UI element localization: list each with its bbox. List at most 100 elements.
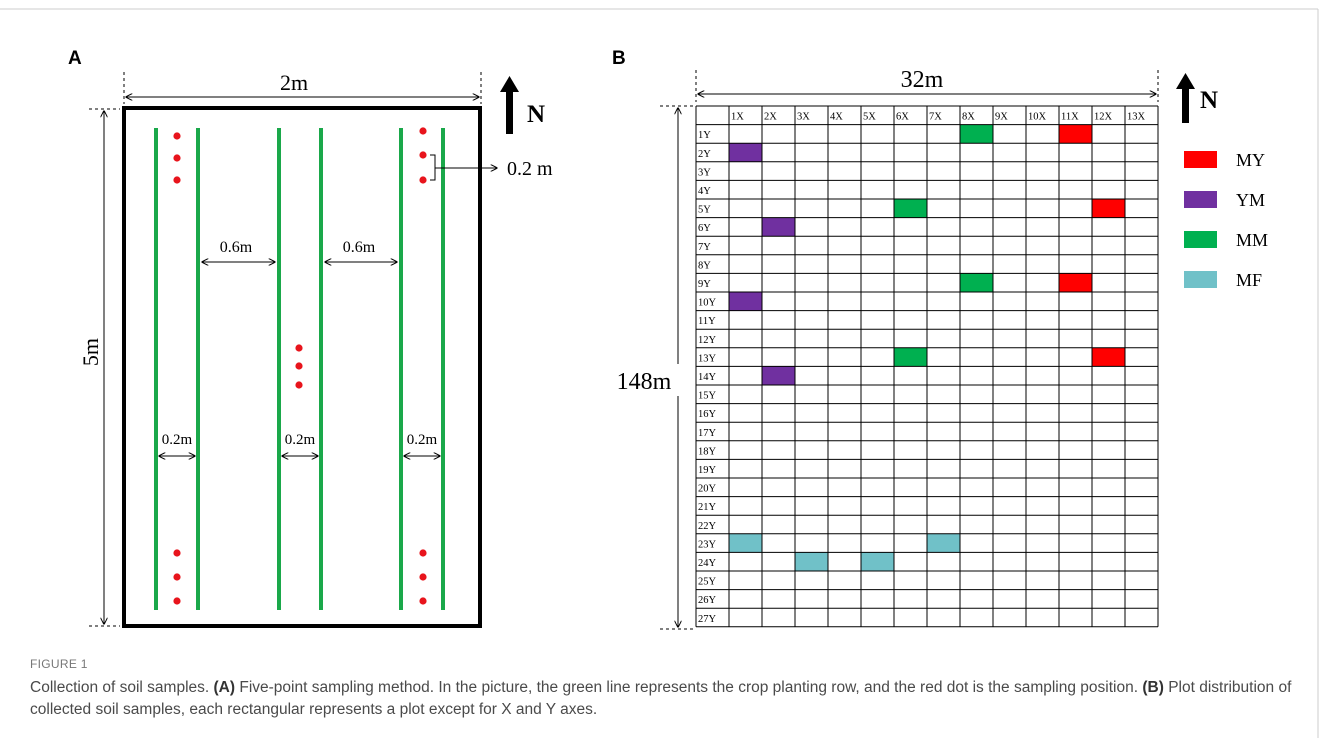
legend-swatch-mf: [1184, 271, 1217, 288]
legend-label-my: MY: [1236, 150, 1265, 170]
column-label: 11X: [1061, 112, 1079, 123]
legend-swatch-mm: [1184, 231, 1217, 248]
caption-part-a-text: Five-point sampling method. In the pictu…: [239, 679, 1139, 696]
plot-cell-ym: [729, 143, 762, 162]
field-border: [122, 106, 482, 628]
row-label: 5Y: [698, 205, 711, 216]
row-label: 12Y: [698, 335, 717, 346]
caption-label: FIGURE 1: [30, 657, 88, 671]
row-label: 23Y: [698, 539, 717, 550]
row-label: 21Y: [698, 502, 717, 513]
height-dimension-label: 5m: [78, 338, 103, 366]
height-dimension-label: 148m: [617, 369, 672, 395]
row-label: 11Y: [698, 316, 716, 327]
sampling-dot: [173, 132, 181, 140]
plot-cell-mf: [729, 533, 762, 553]
row-label: 1Y: [698, 130, 711, 141]
row-label: 19Y: [698, 465, 717, 476]
sampling-dot: [295, 344, 303, 352]
plot-cell-mf: [861, 552, 894, 571]
column-label: 4X: [830, 112, 843, 123]
width-dimension-label: 2m: [280, 70, 308, 95]
sampling-dot: [419, 549, 427, 557]
plot-cell-mf: [927, 533, 960, 553]
row-label: 6Y: [698, 223, 711, 234]
row-label: 8Y: [698, 260, 711, 271]
row-label: 4Y: [698, 186, 711, 197]
legend-swatch-my: [1184, 151, 1217, 168]
plot-fills: [729, 124, 1125, 571]
legend: MY YM MM MF: [1184, 150, 1268, 290]
column-label: 13X: [1127, 112, 1146, 123]
plot-cell-ym: [762, 366, 795, 385]
row-width-label: 0.2m: [407, 432, 438, 448]
sampling-dot: [419, 573, 427, 581]
panel-a-label: A: [68, 48, 82, 69]
north-label: N: [527, 101, 545, 128]
caption-part-a-label: (A): [213, 679, 236, 696]
plot-cell-mm: [894, 199, 927, 218]
row-label: 13Y: [698, 353, 717, 364]
column-label: 2X: [764, 112, 777, 123]
plot-cell-my: [1092, 199, 1125, 218]
caption-text: Collection of soil samples. (A) Five-poi…: [30, 677, 1310, 721]
height-label-mask: [612, 364, 680, 396]
column-label: 10X: [1028, 112, 1047, 123]
plot-cell-my: [1092, 347, 1125, 367]
row-label: 20Y: [698, 484, 717, 495]
plot-cell-mf: [795, 552, 828, 571]
sampling-dot: [173, 573, 181, 581]
row-label: 2Y: [698, 149, 711, 160]
caption-title: Collection of soil samples.: [30, 679, 210, 696]
column-label: 3X: [797, 112, 810, 123]
row-label: 22Y: [698, 521, 717, 532]
row-label: 10Y: [698, 298, 717, 309]
row-label: 18Y: [698, 446, 717, 457]
plot-cell-my: [1059, 273, 1092, 292]
panel-b: B 32m 148m 1X 2X 3X 4X 5X 6X 7X 8X 9X 10X 11X 12X 13…: [612, 48, 1268, 630]
row-label: 3Y: [698, 167, 711, 178]
row-label: 24Y: [698, 558, 717, 569]
panel-a: A 2m 5m: [68, 48, 553, 628]
row-label: 26Y: [698, 595, 717, 606]
sampling-dot: [173, 549, 181, 557]
column-label: 7X: [929, 112, 942, 123]
plot-cell-ym: [762, 217, 795, 237]
sampling-points: [173, 127, 427, 605]
row-label: 15Y: [698, 391, 717, 402]
sampling-dot: [419, 597, 427, 605]
plot-cell-mm: [894, 347, 927, 367]
gap-label: 0.2 m: [507, 158, 553, 180]
sampling-dot: [173, 154, 181, 162]
column-label: 12X: [1094, 112, 1113, 123]
row-label: 25Y: [698, 577, 717, 588]
column-label: 1X: [731, 112, 744, 123]
sampling-dot: [173, 597, 181, 605]
plot-cell-my: [1059, 124, 1092, 144]
row-label: 14Y: [698, 372, 717, 383]
plot-cell-ym: [729, 292, 762, 311]
sampling-dot: [295, 381, 303, 389]
row-spacing-label: 0.6m: [220, 239, 253, 256]
north-arrow-icon: [1176, 73, 1195, 123]
figure-caption: FIGURE 1 Collection of soil samples. (A)…: [30, 657, 1310, 721]
width-dimension-label: 32m: [901, 67, 944, 93]
sampling-dot: [173, 176, 181, 184]
row-label: 9Y: [698, 279, 711, 290]
north-label: N: [1200, 87, 1218, 114]
row-spacing-label: 0.6m: [343, 239, 376, 256]
row-width-label: 0.2m: [162, 432, 193, 448]
row-label: 7Y: [698, 242, 711, 253]
legend-swatch-ym: [1184, 191, 1217, 208]
row-width-label: 0.2m: [285, 432, 316, 448]
column-label: 6X: [896, 112, 909, 123]
row-label: 16Y: [698, 409, 717, 420]
row-label: 17Y: [698, 428, 717, 439]
plot-cell-mm: [960, 273, 993, 292]
sampling-dot: [419, 151, 427, 159]
sampling-dot: [419, 127, 427, 135]
north-arrow-icon: [500, 76, 519, 134]
gap-bracket: [430, 154, 436, 181]
